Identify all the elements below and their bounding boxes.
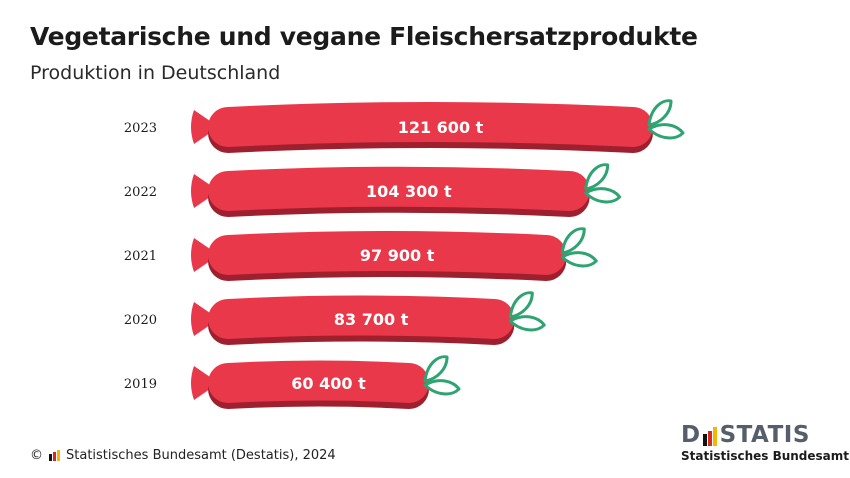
category-label-2019: 2019	[124, 377, 157, 392]
sausage-bar-2022: 104 300 t	[191, 163, 622, 217]
value-label-2023: 121 600 t	[398, 118, 484, 137]
category-label-2021: 2021	[124, 249, 157, 264]
flag-bar-black	[49, 454, 52, 461]
sausage-knot-2021	[191, 238, 210, 272]
sausage-knot-2019	[191, 366, 210, 400]
sausage-knot-2022	[191, 174, 210, 208]
logo-wordmark: D STATIS	[681, 424, 849, 447]
destatis-flag-icon	[49, 450, 61, 461]
sausage-knot-2020	[191, 302, 210, 336]
sausage-bar-2023: 121 600 t	[191, 99, 685, 153]
category-label-2022: 2022	[124, 185, 157, 200]
sausage-bar-2019: 60 400 t	[191, 355, 461, 409]
category-label-2020: 2020	[124, 313, 157, 328]
logo-bars-icon	[702, 427, 718, 446]
leaf-icon-2023	[647, 99, 685, 140]
leaf-icon-2019	[423, 355, 461, 396]
value-label-2021: 97 900 t	[360, 246, 435, 265]
copyright-symbol: ©	[30, 448, 43, 463]
chart-subtitle: Produktion in Deutschland	[30, 62, 281, 84]
sausage-body-2021	[208, 230, 567, 275]
destatis-logo: D STATIS Statistisches Bundesamt	[681, 424, 850, 464]
logo-subtitle: Statistisches Bundesamt	[681, 449, 850, 463]
chart-title: Vegetarische und vegane Fleischersatzpro…	[30, 22, 698, 51]
leaf-icon-2021	[560, 227, 598, 268]
flag-bar-red	[53, 452, 56, 461]
sausage-bar-chart: 121 600 t 2023 104 300 t 2022 97 900 t 2021 83…	[124, 99, 685, 409]
sausage-body-2019	[208, 360, 430, 403]
flag-bar-gold	[57, 450, 60, 461]
logo-word-left: D	[681, 422, 701, 448]
logo-word-right: STATIS	[719, 422, 810, 448]
value-label-2022: 104 300 t	[366, 182, 452, 201]
leaf-icon-2022	[584, 163, 622, 204]
source-footer: © Statistisches Bundesamt (Destatis), 20…	[30, 448, 336, 463]
sausage-body-2022	[208, 166, 590, 211]
sausage-body-2020	[208, 295, 515, 339]
sausage-knot-2023	[191, 110, 210, 144]
value-label-2019: 60 400 t	[291, 374, 366, 393]
category-label-2023: 2023	[124, 121, 157, 136]
value-label-2020: 83 700 t	[334, 310, 409, 329]
sausage-bar-2021: 97 900 t	[191, 227, 598, 281]
sausage-bar-2020: 83 700 t	[191, 291, 546, 345]
leaf-icon-2020	[508, 291, 546, 332]
sausage-body-2023	[208, 102, 653, 147]
source-text: Statistisches Bundesamt (Destatis), 2024	[66, 448, 336, 463]
